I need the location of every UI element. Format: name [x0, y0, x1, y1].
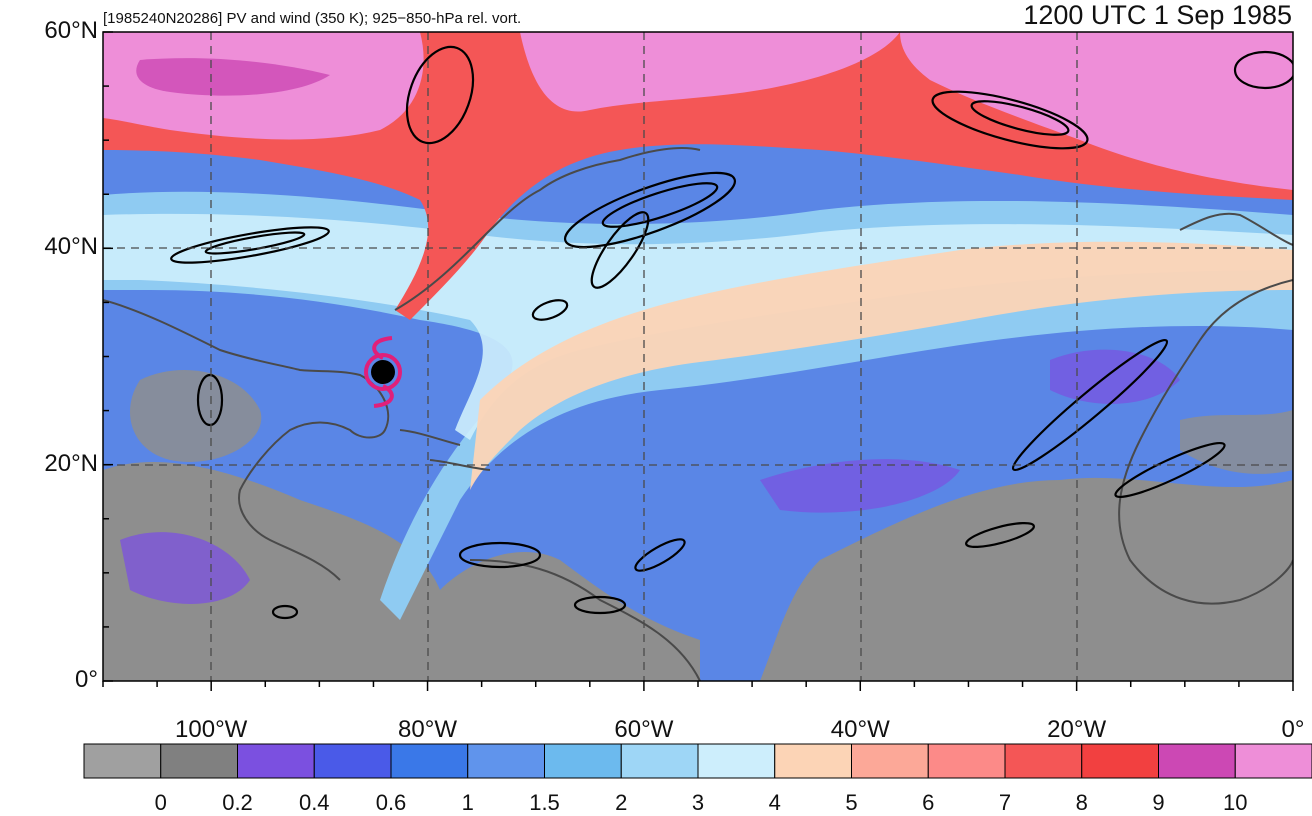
- pv-purple-patch-2: [760, 459, 960, 513]
- lon-tick-label: 60°W: [614, 716, 674, 743]
- coastline-north-america: [103, 147, 701, 581]
- lon-tick-label: 40°W: [830, 716, 890, 743]
- lon-tick-label: 20°W: [1047, 716, 1107, 743]
- colorbar-label: 9: [1152, 790, 1165, 815]
- colorbar-label: 0.4: [298, 790, 330, 815]
- colorbar-label: 7: [998, 790, 1012, 815]
- colorbar-label: 1.5: [529, 790, 560, 815]
- colorbar-label: 5: [845, 790, 858, 815]
- vorticity-contours: [170, 45, 1293, 620]
- colorbar-label: 4: [768, 790, 781, 815]
- graticule: [103, 32, 1293, 681]
- pv-purple-patch-1: [120, 532, 250, 604]
- colorbar-label: 0: [154, 790, 167, 815]
- lon-tick-label: 100°W: [175, 716, 248, 743]
- pv-purple-patch-3: [1050, 349, 1180, 404]
- colorbar-label: 10: [1223, 790, 1248, 815]
- lat-tick-label: 20°N: [44, 449, 98, 477]
- colorbar-label: 6: [922, 790, 935, 815]
- lon-tick-marks: [102, 681, 1294, 691]
- pv-low-region-southeast: [760, 477, 1293, 681]
- lon-tick-label: 80°W: [398, 716, 458, 743]
- pv-very-high-region-northcentral: [520, 32, 900, 112]
- map-subtitle: [1985240N20286] PV and wind (350 K); 925…: [103, 10, 522, 27]
- map-datetime-title: 1200 UTC 1 Sep 1985: [1023, 0, 1292, 30]
- colorbar-label: 3: [691, 790, 705, 815]
- colorbar-label: 2: [615, 790, 628, 815]
- lat-tick-label: 0°: [75, 666, 98, 693]
- coastline-europe: [1179, 212, 1293, 246]
- pv-magenta-patch: [136, 58, 330, 96]
- lon-tick-label: 0°: [1281, 716, 1305, 743]
- tropical-cyclone-marker: [364, 336, 402, 408]
- lat-tick-label: 40°N: [44, 233, 98, 261]
- colorbar-label: 1: [461, 790, 474, 815]
- colorbar-label: 0.2: [222, 790, 253, 815]
- pv-low-region-gulf: [130, 370, 262, 462]
- coastline-africa: [1118, 279, 1293, 605]
- lat-tick-label: 60°N: [44, 17, 98, 44]
- pv-very-high-region-northeast: [900, 32, 1293, 190]
- pv-peach-streamer: [470, 241, 1293, 490]
- colorbar-label: 8: [1075, 790, 1088, 815]
- colorbar-label: 0.6: [375, 790, 407, 815]
- pv-low-region-east: [1180, 410, 1293, 474]
- lat-tick-marks: [103, 31, 113, 682]
